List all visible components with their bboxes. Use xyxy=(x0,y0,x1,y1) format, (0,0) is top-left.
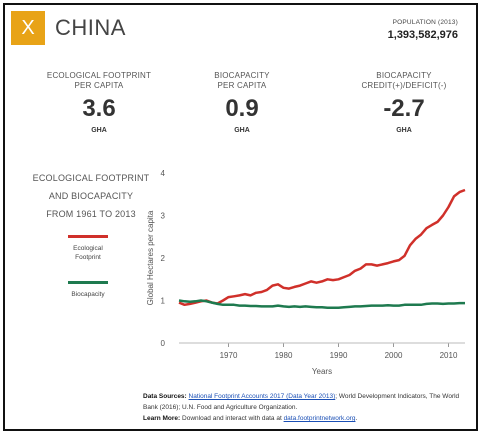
chart-title-line1: ECOLOGICAL FOOTPRINT xyxy=(32,173,150,183)
metric-value: 3.6 xyxy=(82,95,116,122)
metric-label-line1: BIOCAPACITY xyxy=(376,71,432,80)
metric-label-line1: ECOLOGICAL FOOTPRINT xyxy=(46,71,152,80)
legend-swatch-green xyxy=(68,281,108,284)
learn-text: Download and interact with data at xyxy=(182,415,282,422)
metric-value: 0.9 xyxy=(225,95,259,122)
series-line-ecological-footprint xyxy=(178,188,466,307)
x-tick-label: 2000 xyxy=(385,351,403,360)
learn-label: Learn More: xyxy=(143,415,181,422)
metric-unit: GHA xyxy=(396,127,412,134)
population-value: 1,393,582,976 xyxy=(387,29,458,41)
y-tick-label: 3 xyxy=(161,212,166,221)
metric-unit: GHA xyxy=(234,127,250,134)
legend-biocapacity: Biocapacity xyxy=(33,281,143,299)
metric-ecological-footprint: ECOLOGICAL FOOTPRINT PER CAPITA 3.6 GHA xyxy=(39,71,159,134)
learn-link[interactable]: data.footprintnetwork.org xyxy=(283,415,356,422)
chart-title: ECOLOGICAL FOOTPRINT AND BIOCAPACITY FRO… xyxy=(31,169,151,223)
y-tick-label: 1 xyxy=(161,297,166,306)
metric-label-line2: PER CAPITA xyxy=(74,81,124,90)
metric-biocapacity: BIOCAPACITY PER CAPITA 0.9 GHA xyxy=(182,71,302,134)
legend-ecological-footprint: Ecological Footprint xyxy=(33,235,143,262)
x-tick-label: 1990 xyxy=(330,351,348,360)
population-label: POPULATION (2013) xyxy=(392,19,458,26)
sources-link[interactable]: National Footprint Accounts 2017 (Data Y… xyxy=(188,393,336,400)
sources-label: Data Sources: xyxy=(143,393,187,400)
metric-biocapacity-deficit: BIOCAPACITY CREDIT(+)/DEFICIT(-) -2.7 GH… xyxy=(344,71,464,134)
legend-label-line1: Biocapacity xyxy=(71,291,105,298)
x-tick-label: 1980 xyxy=(275,351,293,360)
sources-text: ; World Development Indicators, The Worl… xyxy=(143,393,460,411)
legend-label-line2: Footprint xyxy=(75,254,101,261)
y-tick-label: 2 xyxy=(161,254,166,263)
learn-end: . xyxy=(355,415,358,422)
y-tick-label: 4 xyxy=(161,169,166,178)
metric-value: -2.7 xyxy=(383,95,425,122)
close-button[interactable]: X xyxy=(11,11,45,45)
metric-label-line2: CREDIT(+)/DEFICIT(-) xyxy=(361,81,447,90)
footer-sources: Data Sources: National Footprint Account… xyxy=(143,391,463,424)
country-panel: X CHINA POPULATION (2013) 1,393,582,976 … xyxy=(3,3,478,431)
metric-label-line2: PER CAPITA xyxy=(217,81,267,90)
metric-unit: GHA xyxy=(91,127,107,134)
footprint-chart: 0 1 2 3 4 1970 1980 1990 2000 2010 Years Global Hec… xyxy=(146,169,466,376)
x-axis-label: Years xyxy=(312,367,332,376)
footer-sources-line: Data Sources: National Footprint Account… xyxy=(143,391,463,413)
legend-swatch-red xyxy=(68,235,108,238)
y-tick-label: 0 xyxy=(161,339,166,348)
metric-label-line1: BIOCAPACITY xyxy=(214,71,270,80)
y-axis-label: Global Hectares per capita xyxy=(146,210,155,305)
x-tick-label: 1970 xyxy=(220,351,238,360)
legend-label-line1: Ecological xyxy=(73,245,103,252)
x-tick-label: 2010 xyxy=(440,351,458,360)
chart-title-line3: FROM 1961 TO 2013 xyxy=(46,209,136,219)
footer-learn-line: Learn More: Download and interact with d… xyxy=(143,413,463,424)
chart-title-line2: AND BIOCAPACITY xyxy=(48,191,134,201)
series-line-biocapacity xyxy=(178,299,465,309)
country-title: CHINA xyxy=(55,15,126,40)
